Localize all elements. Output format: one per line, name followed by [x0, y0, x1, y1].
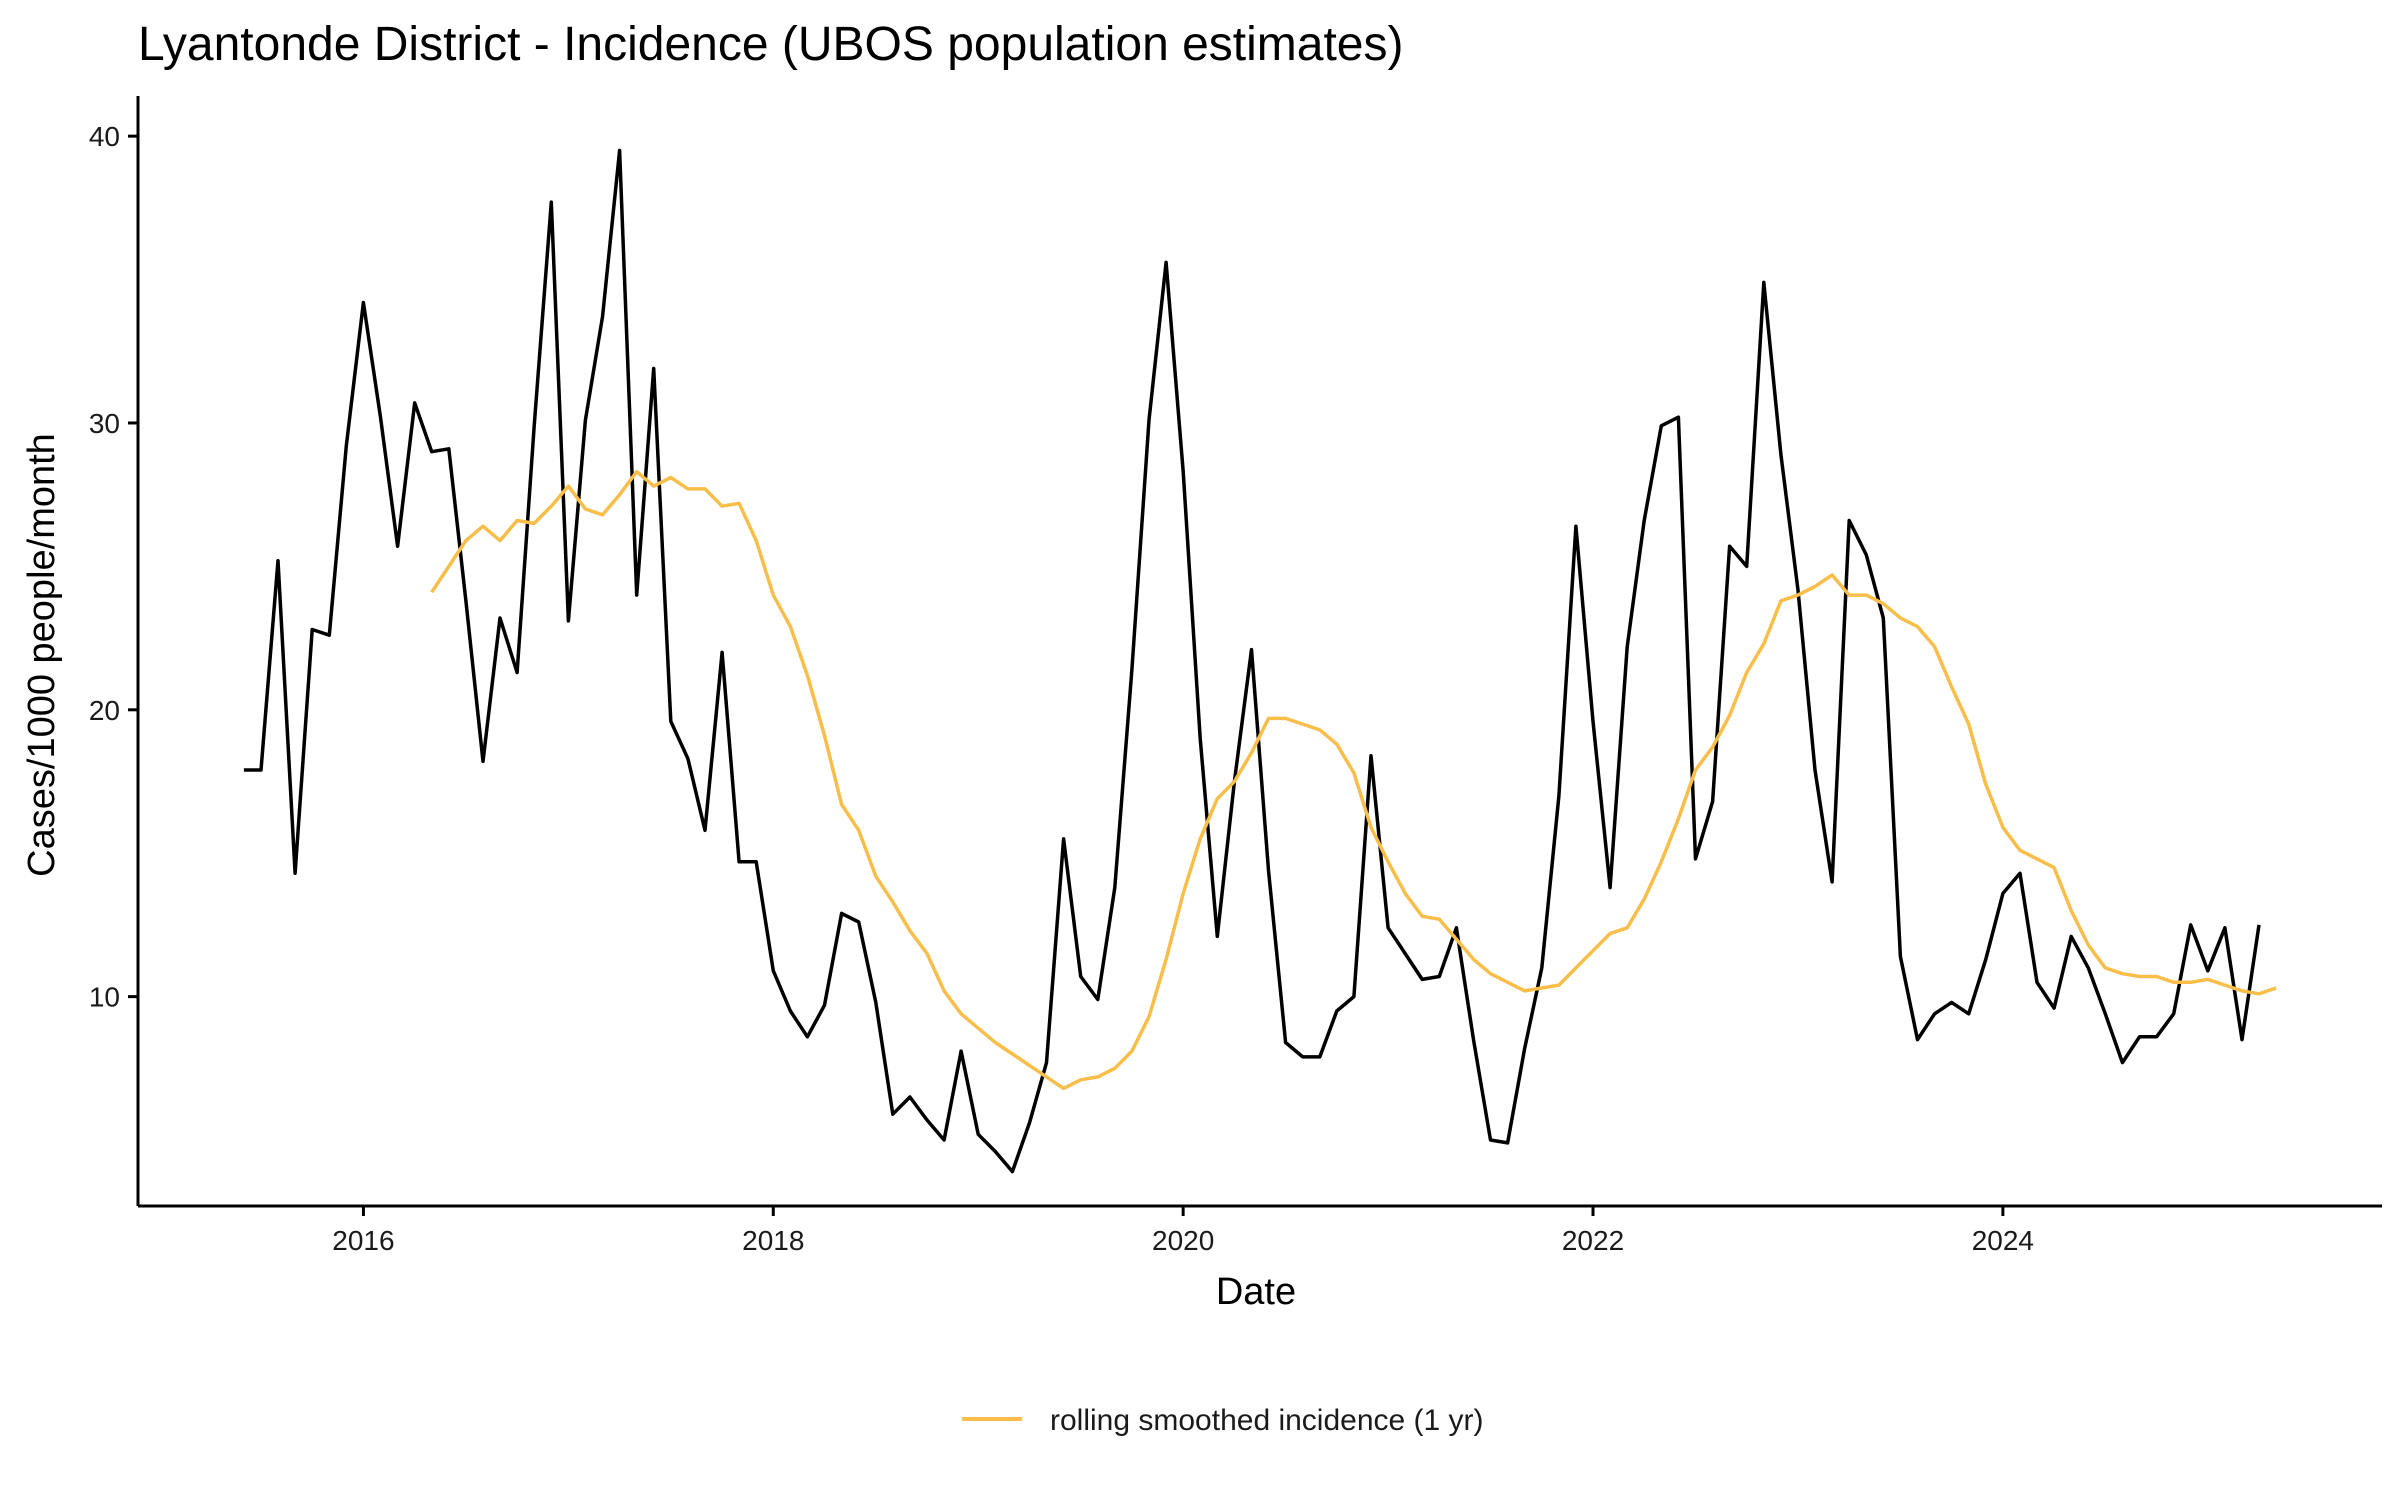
legend: rolling smoothed incidence (1 yr)	[962, 1404, 1484, 1437]
y-tick-label: 40	[89, 121, 120, 152]
x-axis-title: Date	[1216, 1271, 1296, 1313]
y-axis-title: Cases/1000 people/month	[21, 433, 63, 877]
x-tick-label: 2018	[742, 1225, 804, 1256]
x-tick-label: 2016	[332, 1225, 394, 1256]
x-tick-label: 2020	[1152, 1225, 1214, 1256]
chart-title: Lyantonde District - Incidence (UBOS pop…	[138, 18, 1403, 71]
series-line-rolling-smoothed	[430, 469, 2277, 1091]
plot-area	[243, 148, 2277, 1174]
x-tick-label: 2024	[1972, 1225, 2034, 1256]
series-line-monthly-incidence	[243, 148, 2261, 1174]
y-axis: 10 20 30 40	[89, 96, 140, 1206]
y-tick-label: 10	[89, 982, 120, 1013]
y-tick-label: 30	[89, 408, 120, 439]
legend-label-rolling: rolling smoothed incidence (1 yr)	[1050, 1404, 1484, 1437]
x-tick-label: 2022	[1562, 1225, 1624, 1256]
x-axis: 2016 2018 2020 2022 2024	[138, 1204, 2382, 1256]
y-tick-label: 20	[89, 695, 120, 726]
